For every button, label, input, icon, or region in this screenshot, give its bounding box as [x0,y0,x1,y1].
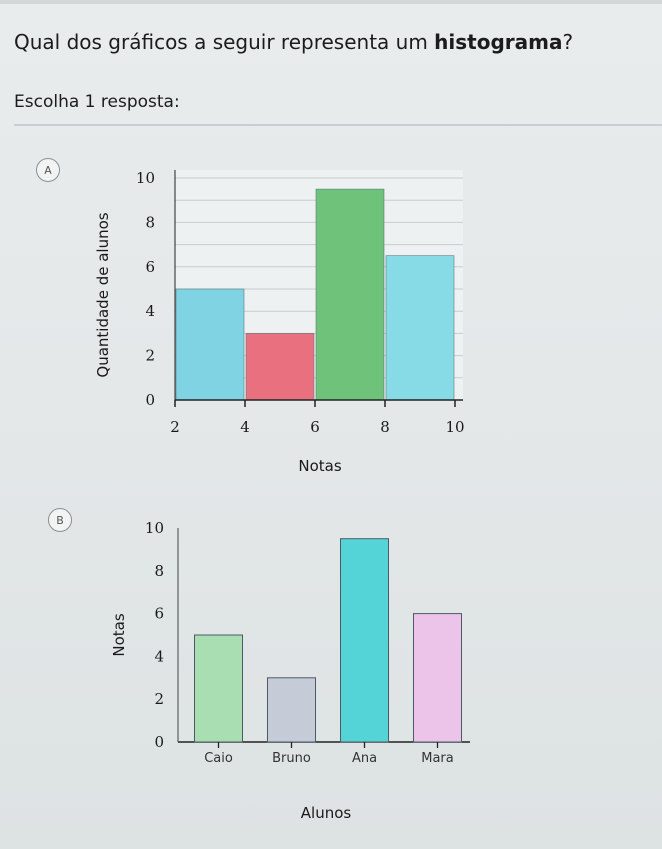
chart-a-x-tick-label: 10 [445,418,464,436]
chart-b-bar-bruno [267,677,316,743]
option-b-letter: B [56,513,64,527]
option-b-radio[interactable]: B [48,508,72,532]
chart-a-bar-1 [175,288,245,401]
chart-b-y-tick-label: 4 [154,647,164,665]
chart-a-x-axis-title: Notas [298,457,341,475]
chart-b-y-tick-label: 2 [154,690,164,708]
chart-a-bar-3 [315,188,385,401]
option-a-letter: A [44,163,52,177]
chart-b-x-axis-title: Alunos [301,804,352,822]
chart-a-x-tick-label: 2 [170,418,180,436]
chart-a-y-tick-label: 2 [145,347,155,365]
chart-a-y-tick-label: 6 [145,258,155,276]
chart-a-bar-2 [245,333,315,401]
chart-a-y-tick-label: 0 [145,391,155,409]
chart-a-y-tick-label: 10 [136,169,155,187]
chart-a-y-tick-label: 8 [145,213,155,231]
question-emphasis: histograma [434,30,563,54]
chart-b-category-label: Ana [352,751,377,766]
top-rule [0,0,662,4]
divider [14,124,662,126]
chart-a-y-tick-label: 4 [145,302,155,320]
chart-a-x-tick-label: 6 [310,418,320,436]
chart-b-y-tick-label: 10 [145,519,164,537]
chart-b-y-tick-label: 8 [154,562,164,580]
option-a-radio[interactable]: A [36,158,60,182]
chart-b-bar-ana [340,538,389,743]
chart-a-bar-4 [385,255,455,401]
chart-b-y-tick-label: 0 [154,733,164,751]
chart-b-category-label: Mara [421,751,454,766]
chart-a-x-tick-label: 8 [380,418,390,436]
chart-b-y-tick-label: 6 [154,605,164,623]
chart-a-x-tick-label: 4 [240,418,250,436]
chart-b-bar-caio [194,634,243,743]
chart-b-category-label: Bruno [272,751,311,766]
chart-b-bar-mara [413,613,462,743]
question-prefix: Qual dos gráficos a seguir representa um [14,30,435,54]
chart-b-y-axis-title: Notas [110,613,128,656]
question-suffix: ? [562,30,574,54]
chart-a-y-axis-title: Quantidade de alunos [94,212,112,377]
instruction-text: Escolha 1 resposta: [14,92,180,112]
chart-b-category-label: Caio [204,751,233,766]
question-text: Qual dos gráficos a seguir representa um… [14,30,573,54]
